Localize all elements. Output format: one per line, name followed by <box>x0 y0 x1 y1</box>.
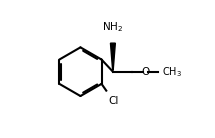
Text: CH$_3$: CH$_3$ <box>162 65 182 79</box>
Text: O: O <box>141 67 149 77</box>
Polygon shape <box>111 43 115 70</box>
Text: NH$_2$: NH$_2$ <box>102 20 123 34</box>
Text: Cl: Cl <box>108 96 119 106</box>
